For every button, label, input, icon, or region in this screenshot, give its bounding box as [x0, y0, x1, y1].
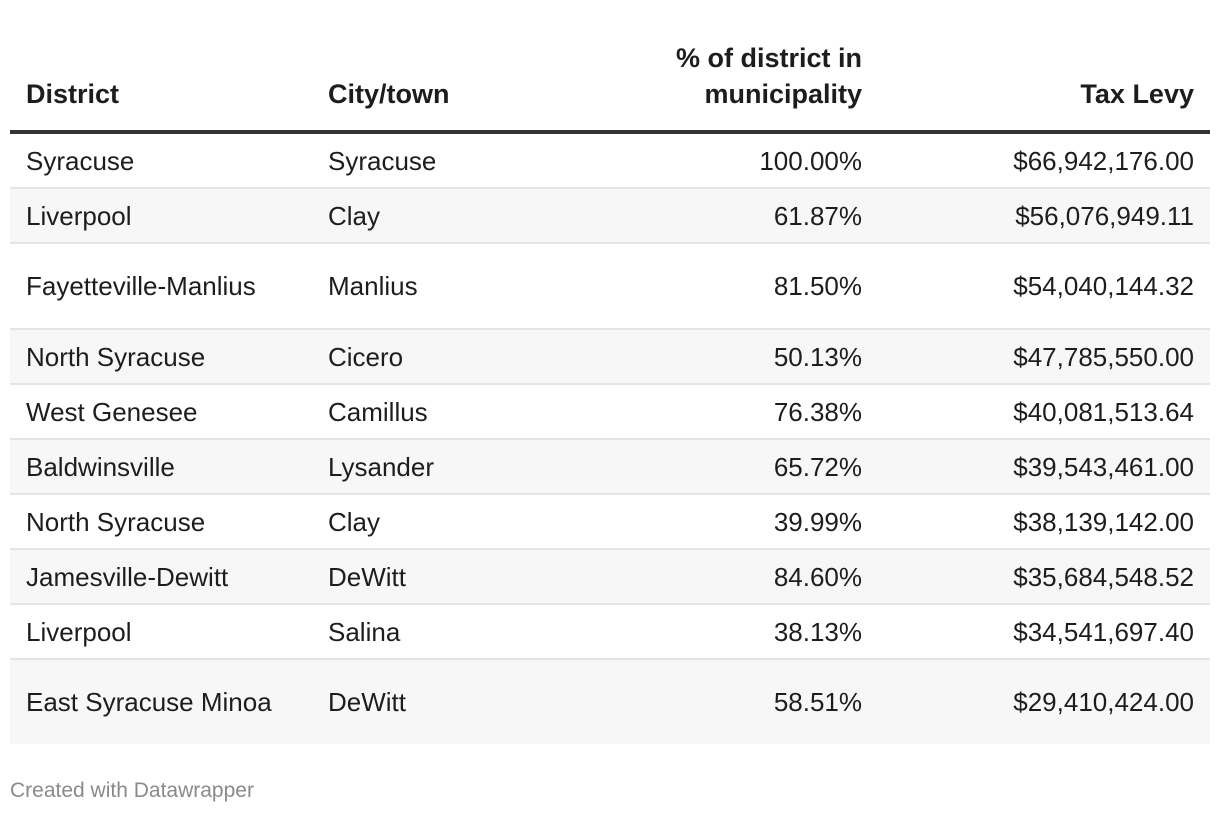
cell-pct-in-municipality: 39.99% — [612, 494, 872, 550]
cell-pct-in-municipality: 50.13% — [612, 329, 872, 385]
cell-tax-levy: $38,139,142.00 — [872, 494, 1210, 550]
cell-pct-in-municipality: 100.00% — [612, 132, 872, 189]
cell-city-town: Manlius — [312, 243, 612, 330]
cell-tax-levy: $34,541,697.40 — [872, 604, 1210, 660]
cell-district: Baldwinsville — [10, 439, 312, 495]
table-body: Syracuse Syracuse 100.00% $66,942,176.00 Liv… — [10, 132, 1210, 744]
cell-district: Jamesville-Dewitt — [10, 549, 312, 605]
table-row: Syracuse Syracuse 100.00% $66,942,176.00 — [10, 132, 1210, 189]
table-row: Baldwinsville Lysander 65.72% $39,543,461.0… — [10, 439, 1210, 495]
cell-pct-in-municipality: 38.13% — [612, 604, 872, 660]
cell-city-town: Salina — [312, 604, 612, 660]
cell-tax-levy: $56,076,949.11 — [872, 188, 1210, 244]
header-tax-levy[interactable]: Tax Levy — [872, 40, 1210, 134]
data-table-container: District City/town % of district in muni… — [10, 40, 1210, 744]
cell-district: Fayetteville-Manlius — [10, 243, 312, 330]
cell-tax-levy: $47,785,550.00 — [872, 329, 1210, 385]
cell-district: Liverpool — [10, 604, 312, 660]
cell-pct-in-municipality: 84.60% — [612, 549, 872, 605]
cell-pct-in-municipality: 58.51% — [612, 659, 872, 744]
cell-district: North Syracuse — [10, 494, 312, 550]
cell-pct-in-municipality: 81.50% — [612, 243, 872, 330]
table-row: North Syracuse Cicero 50.13% $47,785,550.00 — [10, 329, 1210, 385]
table-row: Liverpool Salina 38.13% $34,541,697.40 — [10, 604, 1210, 660]
header-row: District City/town % of district in muni… — [10, 40, 1210, 134]
tax-levy-table: District City/town % of district in muni… — [10, 40, 1210, 744]
cell-tax-levy: $54,040,144.32 — [872, 243, 1210, 330]
cell-city-town: DeWitt — [312, 659, 612, 744]
table-row: Fayetteville-Manlius Manlius 81.50% $54,040… — [10, 243, 1210, 330]
cell-city-town: Syracuse — [312, 132, 612, 189]
cell-district: Syracuse — [10, 132, 312, 189]
cell-city-town: Lysander — [312, 439, 612, 495]
table-row: East Syracuse Minoa DeWitt 58.51% $29,410,4… — [10, 659, 1210, 744]
table-row: Jamesville-Dewitt DeWitt 84.60% $35,684,548… — [10, 549, 1210, 605]
table-row: Liverpool Clay 61.87% $56,076,949.11 — [10, 188, 1210, 244]
cell-pct-in-municipality: 61.87% — [612, 188, 872, 244]
cell-district: West Genesee — [10, 384, 312, 440]
cell-district: East Syracuse Minoa — [10, 659, 312, 744]
cell-tax-levy: $29,410,424.00 — [872, 659, 1210, 744]
cell-city-town: Clay — [312, 188, 612, 244]
table-header: District City/town % of district in muni… — [10, 40, 1210, 134]
cell-district: North Syracuse — [10, 329, 312, 385]
cell-tax-levy: $39,543,461.00 — [872, 439, 1210, 495]
cell-city-town: Clay — [312, 494, 612, 550]
header-district[interactable]: District — [10, 40, 312, 134]
header-city-town[interactable]: City/town — [312, 40, 612, 134]
table-row: West Genesee Camillus 76.38% $40,081,513.64 — [10, 384, 1210, 440]
cell-tax-levy: $40,081,513.64 — [872, 384, 1210, 440]
cell-city-town: Camillus — [312, 384, 612, 440]
cell-district: Liverpool — [10, 188, 312, 244]
cell-tax-levy: $66,942,176.00 — [872, 132, 1210, 189]
datawrapper-credit: Created with Datawrapper — [10, 779, 254, 802]
cell-tax-levy: $35,684,548.52 — [872, 549, 1210, 605]
cell-pct-in-municipality: 65.72% — [612, 439, 872, 495]
cell-pct-in-municipality: 76.38% — [612, 384, 872, 440]
cell-city-town: DeWitt — [312, 549, 612, 605]
header-pct-in-municipality[interactable]: % of district in municipality — [612, 40, 872, 134]
table-row: North Syracuse Clay 39.99% $38,139,142.00 — [10, 494, 1210, 550]
cell-city-town: Cicero — [312, 329, 612, 385]
